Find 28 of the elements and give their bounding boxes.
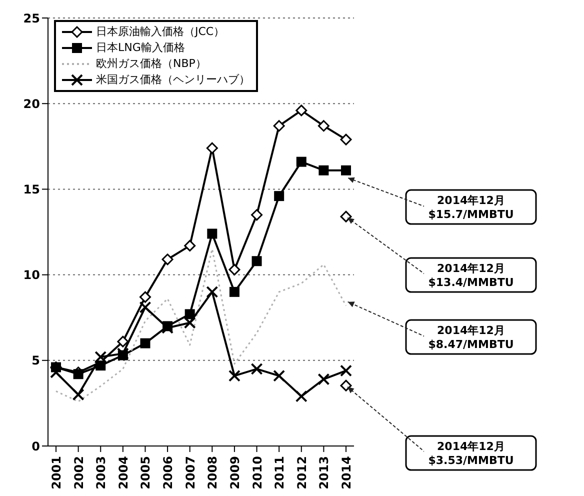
y-tick-label: 25: [23, 11, 40, 26]
annotation: 2014年12月 $13.4/MMBTU: [428, 262, 514, 289]
x-tick-label: 2006: [161, 456, 176, 490]
annotation: 2014年12月 $3.53/MMBTU: [428, 440, 514, 467]
x-tick-label: 2011: [272, 456, 287, 490]
x-tick-label: 2003: [94, 456, 108, 490]
x-tick-label: 2004: [116, 456, 130, 490]
x-tick-label: 2005: [138, 456, 153, 490]
x-tick-label: 2008: [206, 456, 220, 490]
annotation: 2014年12月 $15.7/MMBTU: [428, 194, 514, 221]
y-tick-label: 20: [23, 96, 40, 111]
x-tick-label: 2009: [228, 456, 242, 490]
x-tick-label: 2013: [317, 456, 332, 490]
legend-label: 日本原油輸入価格（JCC）: [96, 24, 225, 40]
y-tick-label: 10: [23, 268, 40, 282]
y-tick-label: 5: [32, 354, 40, 368]
x-tick-label: 2007: [183, 456, 198, 490]
y-tick-label: 0: [32, 439, 40, 454]
x-tick-label: 2012: [294, 456, 309, 490]
x-tick-label: 2002: [72, 456, 86, 490]
y-tick-label: 15: [23, 182, 40, 196]
annotation: 2014年12月 $8.47/MMBTU: [428, 324, 514, 351]
x-tick-label: 2010: [250, 456, 264, 490]
legend-label: 米国ガス価格（ヘンリーハブ）: [96, 72, 250, 88]
legend-label: 日本LNG輸入価格: [96, 40, 185, 56]
x-tick-label: 2014: [340, 456, 354, 490]
legend-label: 欧州ガス価格（NBP）: [96, 56, 206, 72]
x-tick-label: 2001: [50, 456, 64, 490]
